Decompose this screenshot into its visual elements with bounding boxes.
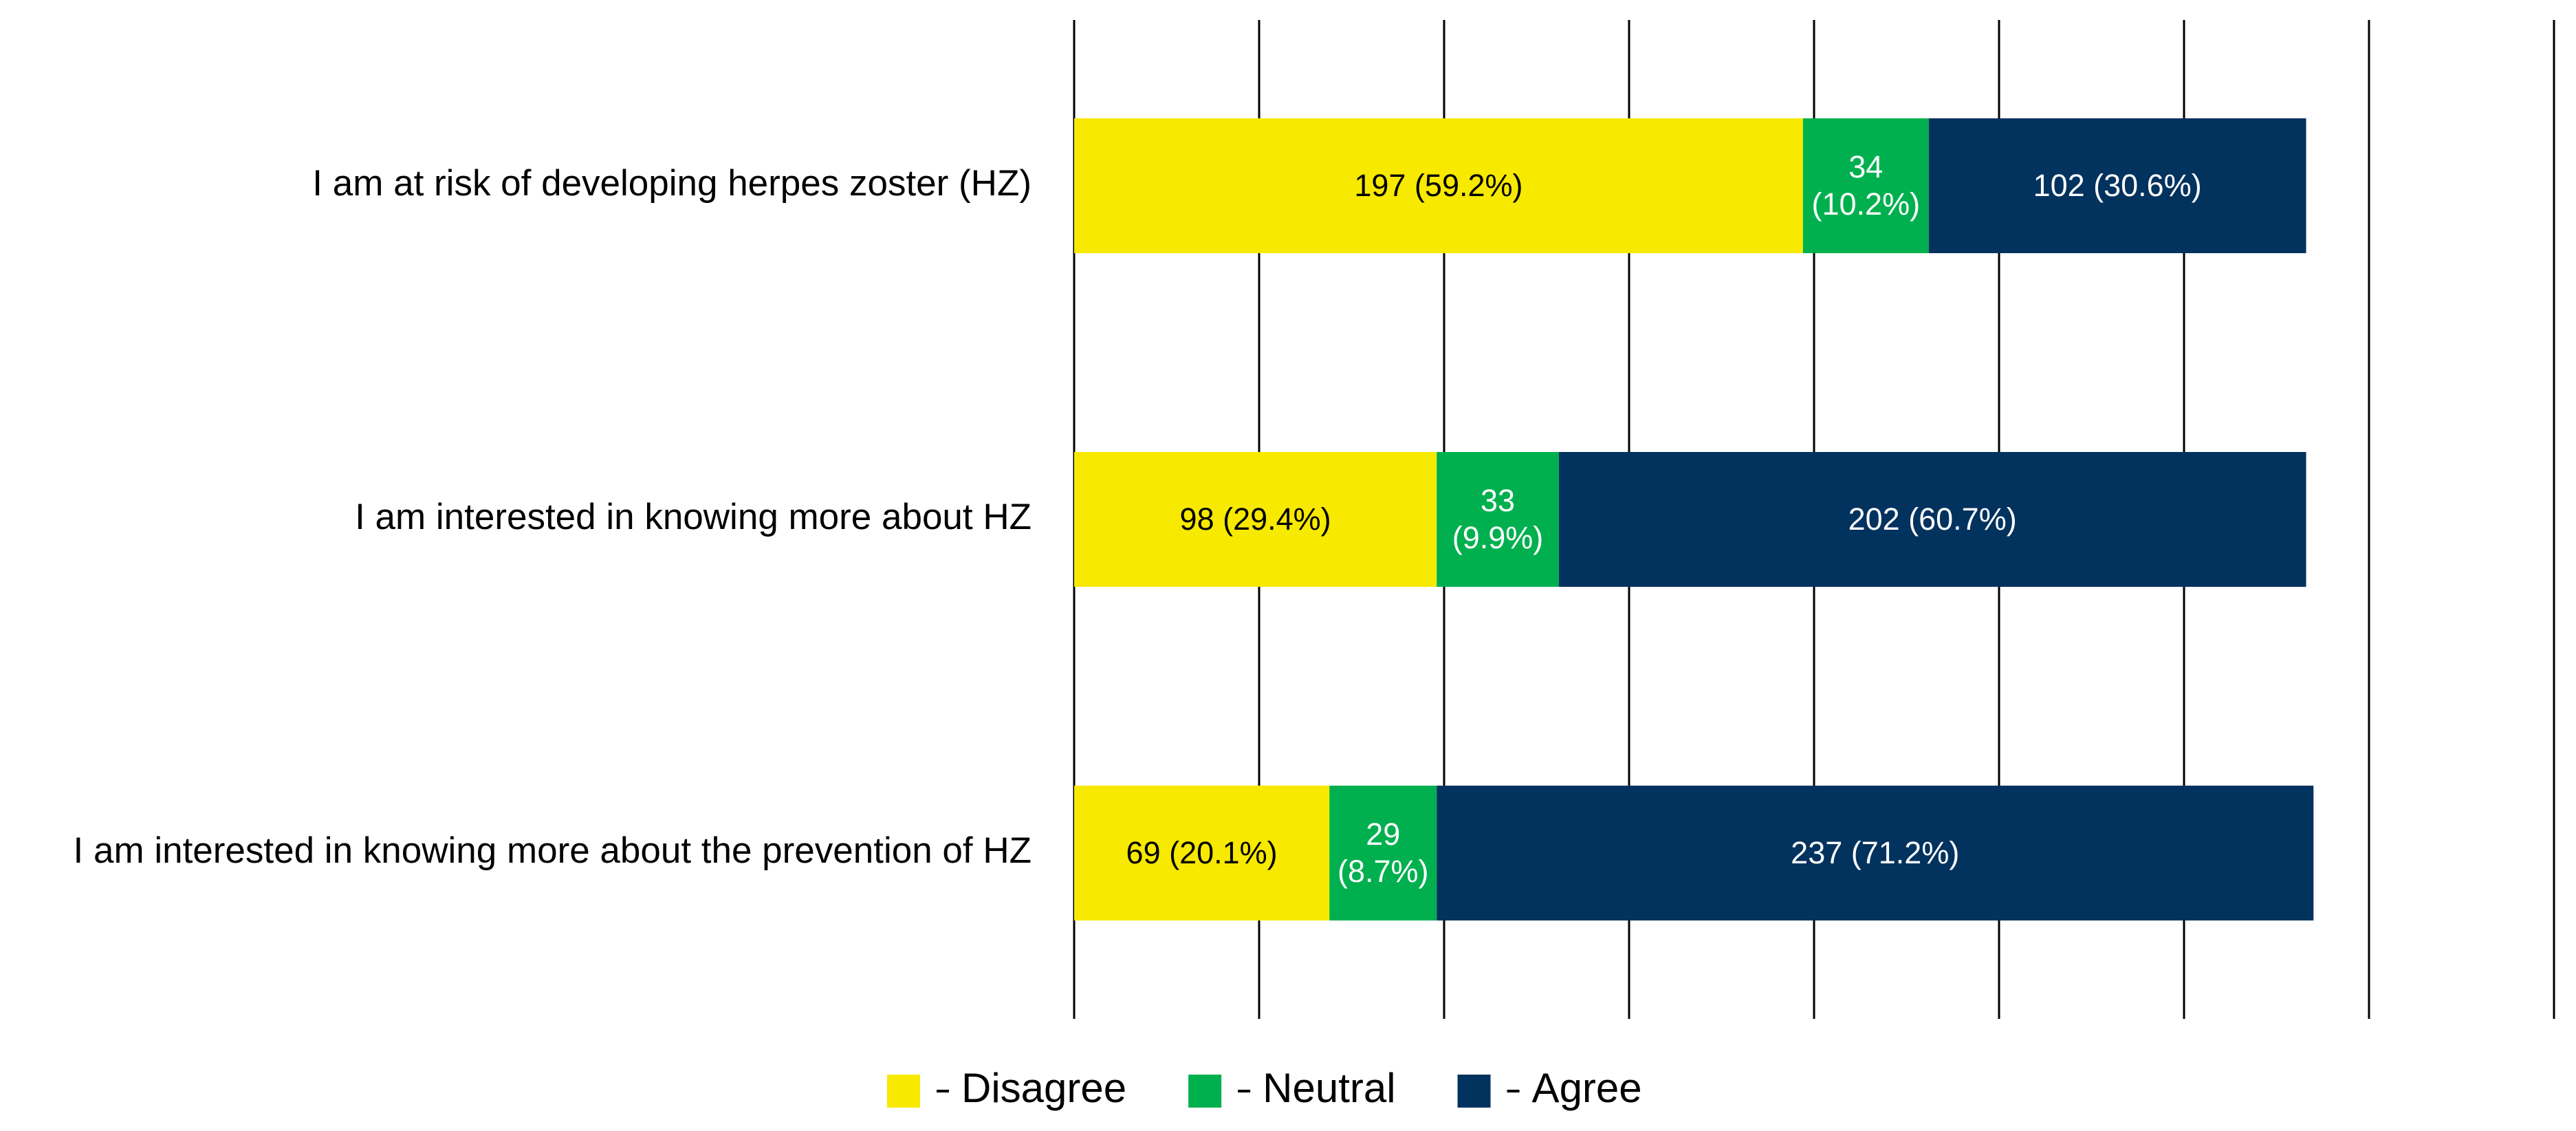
value-label: 33 (9.9%) xyxy=(1452,483,1544,555)
value-label: 69 (20.1%) xyxy=(1126,835,1278,870)
bar-segment xyxy=(1558,452,2306,587)
legend-label: Neutral xyxy=(1263,1065,1395,1111)
bar-segment xyxy=(1329,786,1437,920)
bar-segment xyxy=(1802,118,1929,253)
legend-swatch xyxy=(887,1075,920,1108)
value-label: 29 (8.7%) xyxy=(1337,817,1429,889)
category-label: I am interested in knowing more about HZ xyxy=(355,497,1032,537)
value-label: 98 (29.4%) xyxy=(1179,502,1331,537)
value-label: 102 (30.6%) xyxy=(2033,168,2202,203)
bar-segment xyxy=(1074,118,1803,253)
category-label: I am at risk of developing herpes zoster… xyxy=(312,163,1032,204)
legend-swatch xyxy=(1457,1075,1491,1108)
bar-segment xyxy=(1074,786,1330,920)
legend-label: Agree xyxy=(1532,1065,1642,1111)
value-label: 197 (59.2%) xyxy=(1354,168,1523,203)
bar-segment xyxy=(1437,786,2314,920)
value-label: 202 (60.7%) xyxy=(1848,502,2017,537)
legend-label: Disagree xyxy=(961,1065,1126,1111)
value-label: 237 (71.2%) xyxy=(1791,835,1960,870)
bar-segment xyxy=(1928,118,2306,253)
legend-swatch xyxy=(1188,1075,1222,1108)
category-label: I am interested in knowing more about th… xyxy=(74,830,1032,871)
value-label: 34 (10.2%) xyxy=(1811,149,1921,222)
bar-segment xyxy=(1437,452,1559,587)
bar-segment xyxy=(1074,452,1437,587)
